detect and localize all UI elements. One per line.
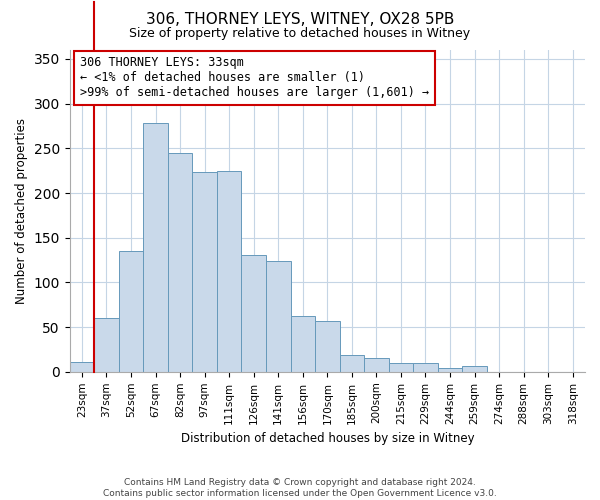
Bar [241,254,266,372]
Bar [193,172,217,372]
Bar [94,318,119,372]
Y-axis label: Number of detached properties: Number of detached properties [15,118,28,304]
Text: 306 THORNEY LEYS: 33sqm
← <1% of detached houses are smaller (1)
>99% of semi-de: 306 THORNEY LEYS: 33sqm ← <1% of detache… [80,56,429,100]
Bar [70,362,94,372]
Text: 306, THORNEY LEYS, WITNEY, OX28 5PB: 306, THORNEY LEYS, WITNEY, OX28 5PB [146,12,454,28]
Bar [364,358,389,372]
Bar [462,366,487,372]
Bar [217,170,241,372]
Text: Contains HM Land Registry data © Crown copyright and database right 2024.
Contai: Contains HM Land Registry data © Crown c… [103,478,497,498]
Text: Size of property relative to detached houses in Witney: Size of property relative to detached ho… [130,28,470,40]
Bar [168,153,193,372]
Bar [389,363,413,372]
Bar [315,321,340,372]
Bar [438,368,462,372]
Bar [266,261,290,372]
Bar [143,124,168,372]
Bar [413,363,438,372]
X-axis label: Distribution of detached houses by size in Witney: Distribution of detached houses by size … [181,432,474,445]
Bar [290,316,315,372]
Bar [119,251,143,372]
Bar [340,355,364,372]
